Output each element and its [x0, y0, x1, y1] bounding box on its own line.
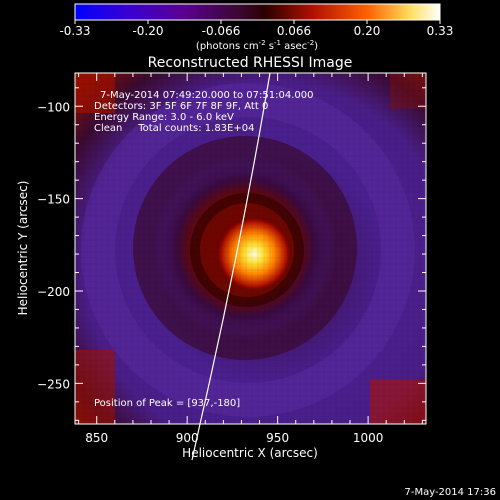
- x-tick-label: 1000: [353, 431, 384, 445]
- colorbar-tick-5: 0.33: [427, 24, 454, 38]
- x-axis-label: Heliocentric X (arcsec): [182, 446, 318, 460]
- colorbar-unit-label: (photons cm-2 s-1 asec-2): [196, 39, 318, 52]
- plot-frame: [74, 72, 427, 425]
- annotation-energy: Energy Range: 3.0 - 6.0 keV: [94, 112, 234, 123]
- colorbar-gradient: [74, 3, 441, 21]
- y-tick-label: −200: [37, 285, 70, 299]
- unit-base: (photons cm: [196, 41, 259, 52]
- colorbar-tick-1: -0.20: [132, 24, 163, 38]
- unit-exp-3: -2: [307, 39, 314, 47]
- annotation-clean: Clean Total counts: 1.83E+04: [94, 123, 254, 134]
- pixel-grid: [75, 73, 426, 424]
- rhessi-image: [75, 73, 426, 424]
- unit-mid-2: asec: [281, 41, 307, 52]
- footer-timestamp: 7-May-2014 17:36: [404, 487, 496, 498]
- annotation-time: 7-May-2014 07:49:20.000 to 07:51:04.000: [100, 90, 313, 101]
- unit-end: ): [314, 41, 318, 52]
- colorbar-tick-2: -0.066: [202, 24, 241, 38]
- colorbar-tick-marks: [74, 20, 441, 24]
- annotation-detectors: Detectors: 3F 5F 6F 7F 8F 9F, Att 0: [94, 101, 268, 112]
- image-title: Reconstructed RHESSI Image: [148, 55, 353, 71]
- x-tick-label: 900: [176, 431, 199, 445]
- solar-limb-line: [199, 73, 271, 424]
- solar-limb-line-extension: [191, 423, 201, 461]
- colorbar-tick-4: 0.20: [354, 24, 381, 38]
- y-tick-label: −250: [37, 377, 70, 391]
- y-axis-ticks: −100 −150 −200 −250: [37, 87, 426, 421]
- x-tick-label: 850: [85, 431, 108, 445]
- x-tick-label: 950: [266, 431, 289, 445]
- colorbar-tick-0: -0.33: [59, 24, 90, 38]
- y-tick-label: −150: [37, 193, 70, 207]
- unit-exp-1: -2: [259, 39, 266, 47]
- unit-exp-2: -1: [274, 39, 281, 47]
- colorbar-tick-3: 0.066: [277, 24, 311, 38]
- x-axis-ticks: 850 900 950 1000: [78, 73, 423, 445]
- y-tick-label: −100: [37, 100, 70, 114]
- annotation-peak: Position of Peak = [937,-180]: [94, 398, 240, 409]
- colorbar: -0.33 -0.20 -0.066 0.066 0.20 0.33 (phot…: [59, 3, 454, 52]
- unit-mid: s: [266, 41, 274, 52]
- y-axis-label: Heliocentric Y (arcsec): [16, 181, 30, 316]
